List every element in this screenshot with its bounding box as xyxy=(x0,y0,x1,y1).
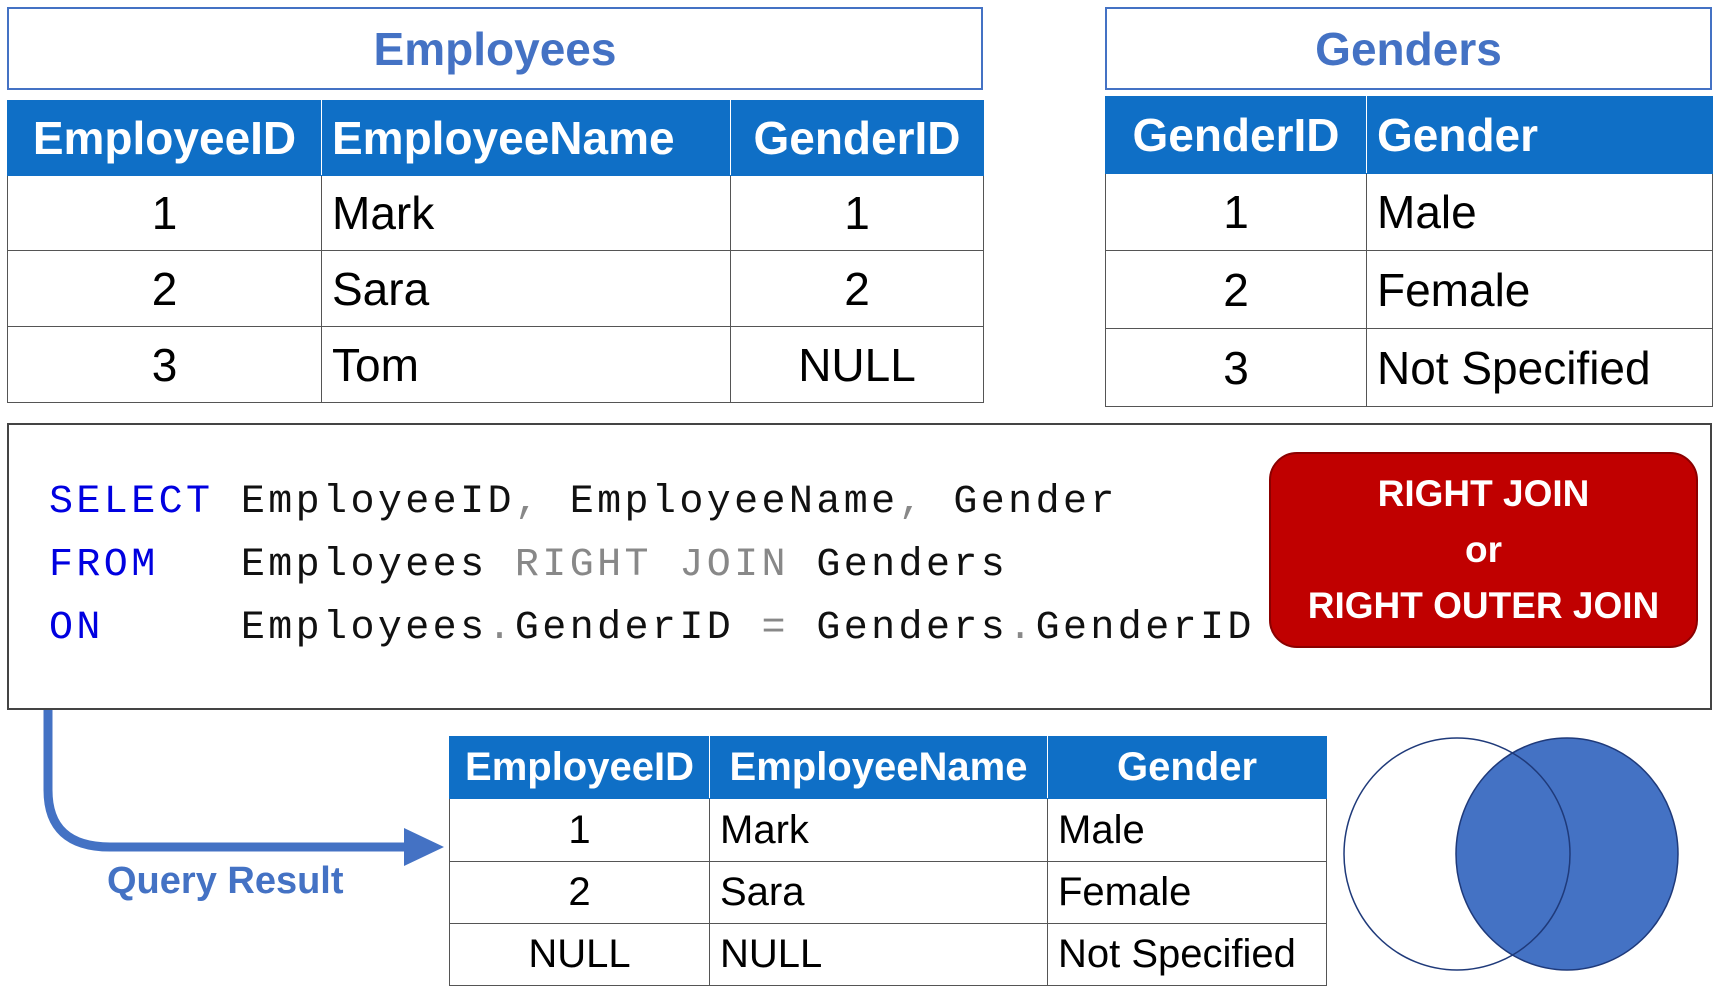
cell: 2 xyxy=(7,250,322,327)
cell: Female xyxy=(1366,250,1713,329)
table-row: 3 Tom NULL xyxy=(7,326,984,403)
sql-token: , xyxy=(898,480,926,525)
badge-line: RIGHT OUTER JOIN xyxy=(1307,585,1660,626)
cell: Mark xyxy=(709,798,1048,862)
sql-token: , xyxy=(514,480,543,525)
badge-line: RIGHT JOIN xyxy=(1377,473,1590,514)
cell: Male xyxy=(1366,173,1713,251)
cell: 3 xyxy=(1105,328,1367,407)
column-header: GenderID xyxy=(730,100,984,176)
venn-left-circle xyxy=(1343,737,1571,971)
cell: 1 xyxy=(449,798,710,862)
column-header: EmployeeID xyxy=(449,736,710,799)
sql-keyword: SELECT xyxy=(49,480,214,525)
sql-query-box xyxy=(7,423,1712,710)
sql-token: Employees xyxy=(240,606,488,651)
column-header: GenderID xyxy=(1105,96,1367,174)
cell: 2 xyxy=(449,861,710,924)
employees-table: EmployeeID EmployeeName GenderID 1 Mark … xyxy=(7,100,984,403)
table-row: 3 Not Specified xyxy=(1105,328,1713,407)
cell: 2 xyxy=(1105,250,1367,329)
cell: NULL xyxy=(709,923,1048,986)
sql-token: GenderID xyxy=(514,606,735,651)
cell: 1 xyxy=(7,175,322,251)
sql-token: GenderID xyxy=(1035,606,1255,651)
cell: Sara xyxy=(709,861,1048,924)
sql-token: EmployeeID xyxy=(240,480,515,525)
cell: 1 xyxy=(730,175,984,251)
cell: Not Specified xyxy=(1366,328,1713,407)
arrow-head-icon xyxy=(404,828,444,866)
arrow-shaft xyxy=(43,710,408,852)
sql-token: Employees xyxy=(240,543,488,588)
genders-table: GenderID Gender 1 Male 2 Female 3 Not Sp… xyxy=(1105,96,1713,407)
column-header: EmployeeName xyxy=(321,100,731,176)
venn-diagram xyxy=(1343,737,1679,971)
cell: 3 xyxy=(7,326,322,403)
sql-token: Gender xyxy=(953,480,1118,525)
sql-line-from: FROM Employees RIGHT JOIN Genders xyxy=(49,543,1008,588)
column-header: EmployeeName xyxy=(709,736,1048,799)
genders-title: Genders xyxy=(1105,7,1712,90)
join-type-badge: RIGHT JOIN or RIGHT OUTER JOIN xyxy=(1269,452,1698,648)
cell: Sara xyxy=(321,250,731,327)
column-header: Gender xyxy=(1047,736,1327,799)
sql-token: Genders xyxy=(816,606,1009,651)
sql-keyword: FROM xyxy=(49,543,159,588)
column-header: EmployeeID xyxy=(7,100,322,176)
table-row: 2 Female xyxy=(1105,250,1713,329)
venn-right-circle xyxy=(1455,737,1679,971)
query-result-label: Query Result xyxy=(107,860,344,902)
cell: 2 xyxy=(730,250,984,327)
table-row: 1 Mark 1 xyxy=(7,175,984,251)
sql-keyword: ON xyxy=(49,606,104,651)
table-row: 2 Sara 2 xyxy=(7,250,984,327)
sql-line-select: SELECT EmployeeID, EmployeeName, Gender xyxy=(49,480,1118,525)
column-header: Gender xyxy=(1366,96,1713,174)
badge-line: or xyxy=(1465,529,1502,570)
cell: 1 xyxy=(1105,173,1367,251)
table-row: 1 Male xyxy=(1105,173,1713,251)
sql-token: Genders xyxy=(816,543,1009,588)
sql-token: = xyxy=(761,606,789,651)
cell: Female xyxy=(1047,861,1327,924)
cell: NULL xyxy=(730,326,984,403)
table-row: NULL NULL Not Specified xyxy=(449,923,1327,986)
sql-token: EmployeeName xyxy=(569,480,899,525)
table-row: 1 Mark Male xyxy=(449,798,1327,862)
cell: NULL xyxy=(449,923,710,986)
table-row: 2 Sara Female xyxy=(449,861,1327,924)
sql-token: . xyxy=(487,606,515,651)
cell: Male xyxy=(1047,798,1327,862)
query-result-arrow xyxy=(43,710,444,866)
sql-line-on: ON Employees.GenderID = Genders.GenderID xyxy=(49,606,1255,651)
cell: Mark xyxy=(321,175,731,251)
sql-token: . xyxy=(1008,606,1036,651)
cell: Not Specified xyxy=(1047,923,1327,986)
result-table: EmployeeID EmployeeName Gender 1 Mark Ma… xyxy=(449,736,1327,986)
cell: Tom xyxy=(321,326,731,403)
employees-title: Employees xyxy=(7,7,983,90)
sql-join-keyword: RIGHT JOIN xyxy=(514,543,789,588)
